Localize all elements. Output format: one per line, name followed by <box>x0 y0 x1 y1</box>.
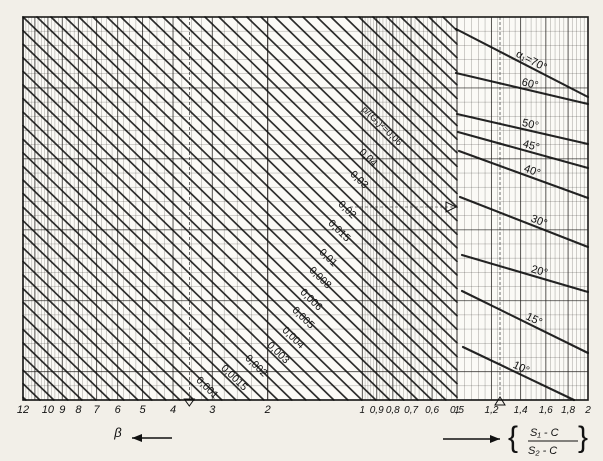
svg-text:1: 1 <box>454 405 460 416</box>
svg-text:2: 2 <box>264 404 271 416</box>
svg-text:1: 1 <box>360 405 366 416</box>
svg-text:2: 2 <box>584 405 591 416</box>
svg-text:4: 4 <box>170 404 176 416</box>
svg-text:β: β <box>113 425 122 440</box>
svg-text:S₁ - C: S₁ - C <box>530 427 559 439</box>
svg-text:0,6: 0,6 <box>425 405 439 416</box>
svg-text:0,7: 0,7 <box>404 405 418 416</box>
svg-text:10: 10 <box>42 404 55 416</box>
svg-text:0,9: 0,9 <box>370 405 384 416</box>
svg-text:}: } <box>578 421 588 454</box>
svg-text:12: 12 <box>17 404 29 416</box>
svg-text:0,8: 0,8 <box>386 405 400 416</box>
svg-text:3: 3 <box>209 404 216 416</box>
svg-text:8: 8 <box>75 404 82 416</box>
svg-text:S₂ - C: S₂ - C <box>528 445 557 457</box>
svg-text:5: 5 <box>140 404 147 416</box>
svg-text:7: 7 <box>94 404 101 416</box>
svg-text:9: 9 <box>59 404 65 416</box>
svg-text:1,8: 1,8 <box>561 405 575 416</box>
svg-text:1,2: 1,2 <box>485 405 499 416</box>
svg-text:1,4: 1,4 <box>514 405 528 416</box>
svg-text:6: 6 <box>115 404 122 416</box>
svg-text:{: { <box>508 421 518 454</box>
svg-text:1,6: 1,6 <box>539 405 553 416</box>
